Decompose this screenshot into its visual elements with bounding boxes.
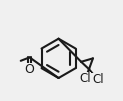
Text: O: O	[25, 63, 35, 76]
Text: Cl: Cl	[79, 73, 91, 85]
Text: Cl: Cl	[92, 73, 104, 86]
